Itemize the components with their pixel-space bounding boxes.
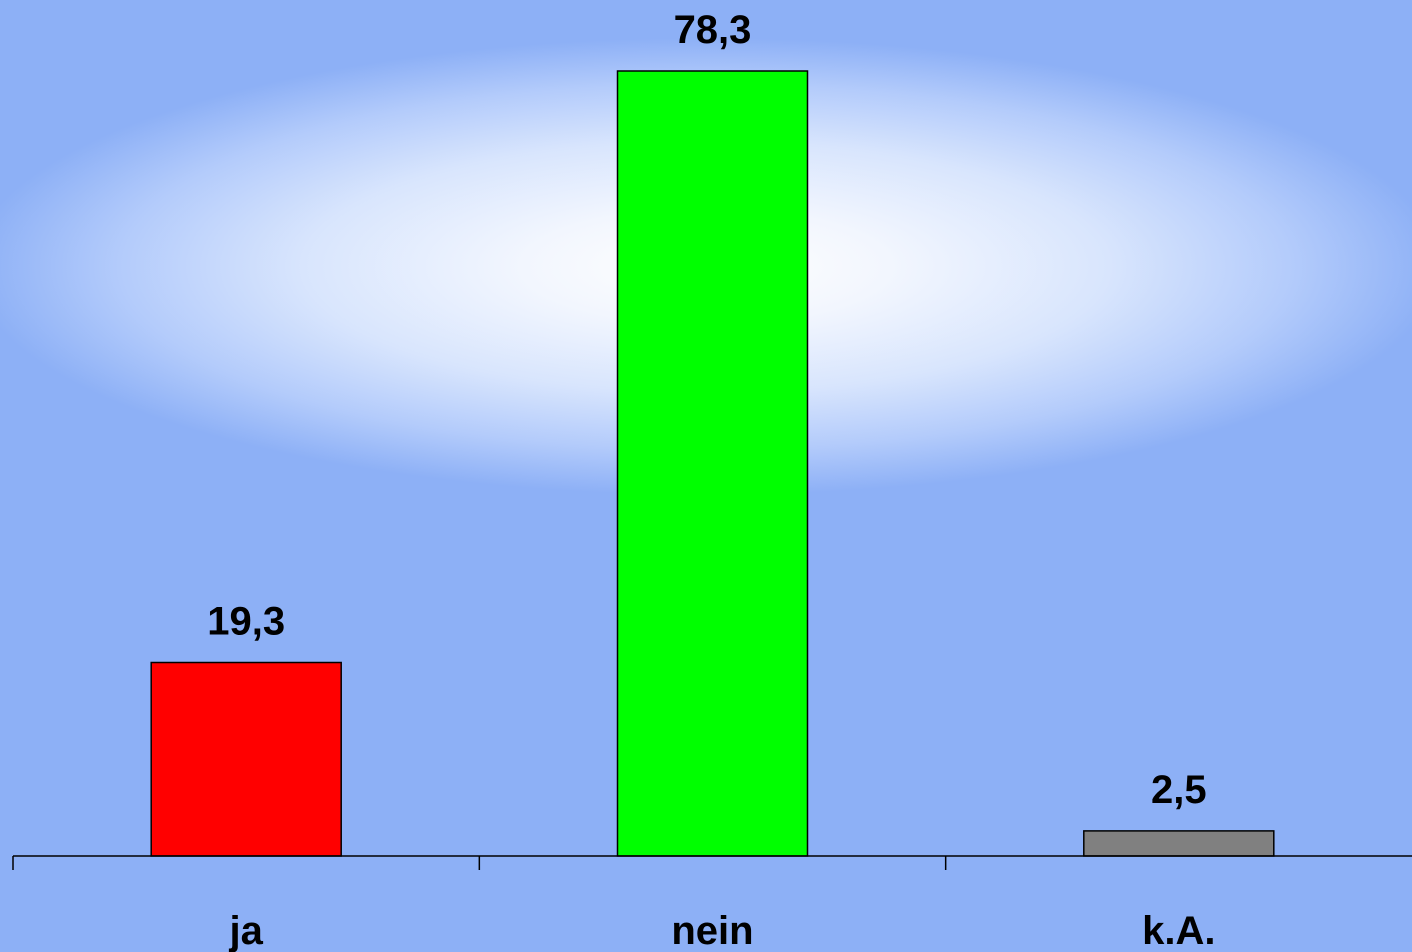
category-label-k-a: k.A. (1142, 909, 1215, 952)
value-label-k-a: 2,5 (1151, 768, 1207, 812)
x-axis (12, 855, 1412, 870)
bar-ja (150, 661, 342, 857)
category-label-ja: ja (229, 909, 264, 952)
value-label-ja: 19,3 (207, 600, 285, 644)
category-label-nein: nein (671, 909, 753, 952)
value-labels-group: 19,3 78,3 2,5 (207, 8, 1206, 812)
bar-nein (616, 70, 809, 857)
value-label-nein: 78,3 (674, 8, 752, 52)
bars-group (150, 70, 1275, 857)
bar-k-a (1083, 830, 1275, 857)
category-labels-group: ja nein k.A. (229, 909, 1216, 952)
